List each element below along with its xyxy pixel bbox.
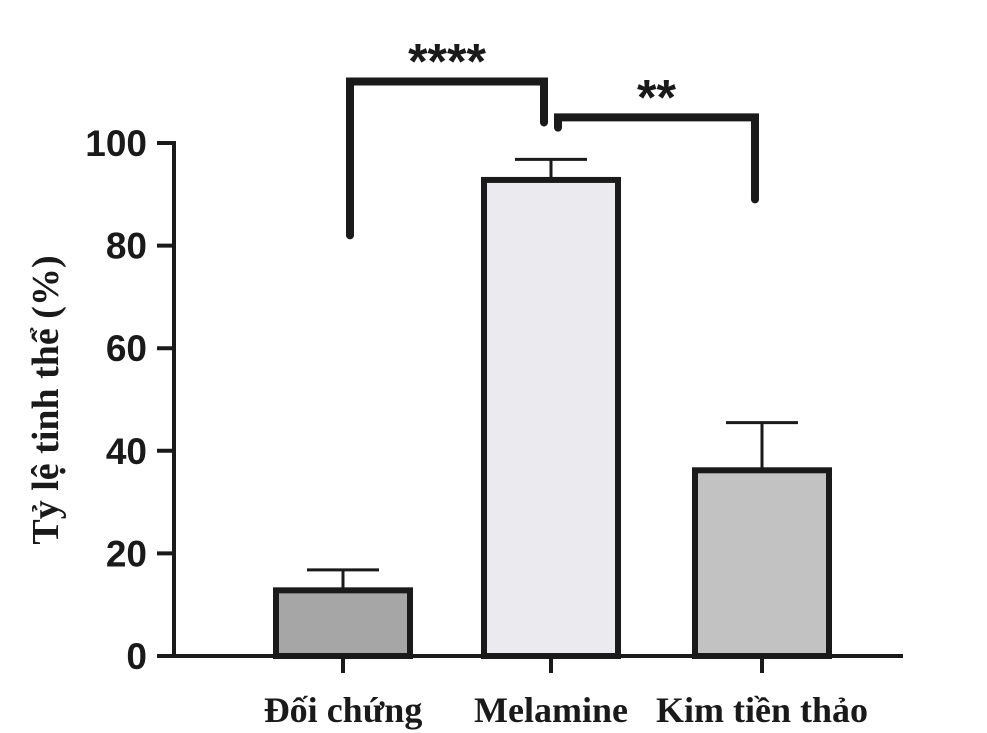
bar bbox=[273, 587, 413, 659]
bar bbox=[692, 467, 832, 659]
axes-layer: 0 20 40 60 80 100 Đối chứng Melamine Kim tiền th… bbox=[85, 123, 903, 730]
significance-label: **** bbox=[408, 33, 486, 89]
significance-bracket bbox=[554, 113, 759, 204]
y-tick-label: 20 bbox=[106, 533, 147, 574]
bar bbox=[481, 176, 621, 659]
bars-layer bbox=[273, 157, 832, 659]
y-tick-label: 60 bbox=[106, 328, 147, 369]
y-axis-title: Tỷ lệ tinh thể (%) bbox=[25, 255, 67, 544]
y-tick-label: 0 bbox=[126, 636, 147, 677]
y-tick-label: 40 bbox=[106, 431, 147, 472]
x-tick-label: Kim tiền thảo bbox=[656, 690, 868, 730]
x-tick-label: Đối chứng bbox=[264, 690, 423, 730]
x-tick-label: Melamine bbox=[474, 690, 628, 730]
y-tick-label: 80 bbox=[106, 226, 147, 267]
y-tick-label: 100 bbox=[85, 123, 147, 164]
significance-bracket bbox=[346, 77, 548, 240]
y-axis-title-group: Tỷ lệ tinh thể (%) bbox=[25, 255, 67, 544]
significance-layer: ****** bbox=[346, 33, 759, 240]
significance-label: ** bbox=[637, 69, 676, 125]
